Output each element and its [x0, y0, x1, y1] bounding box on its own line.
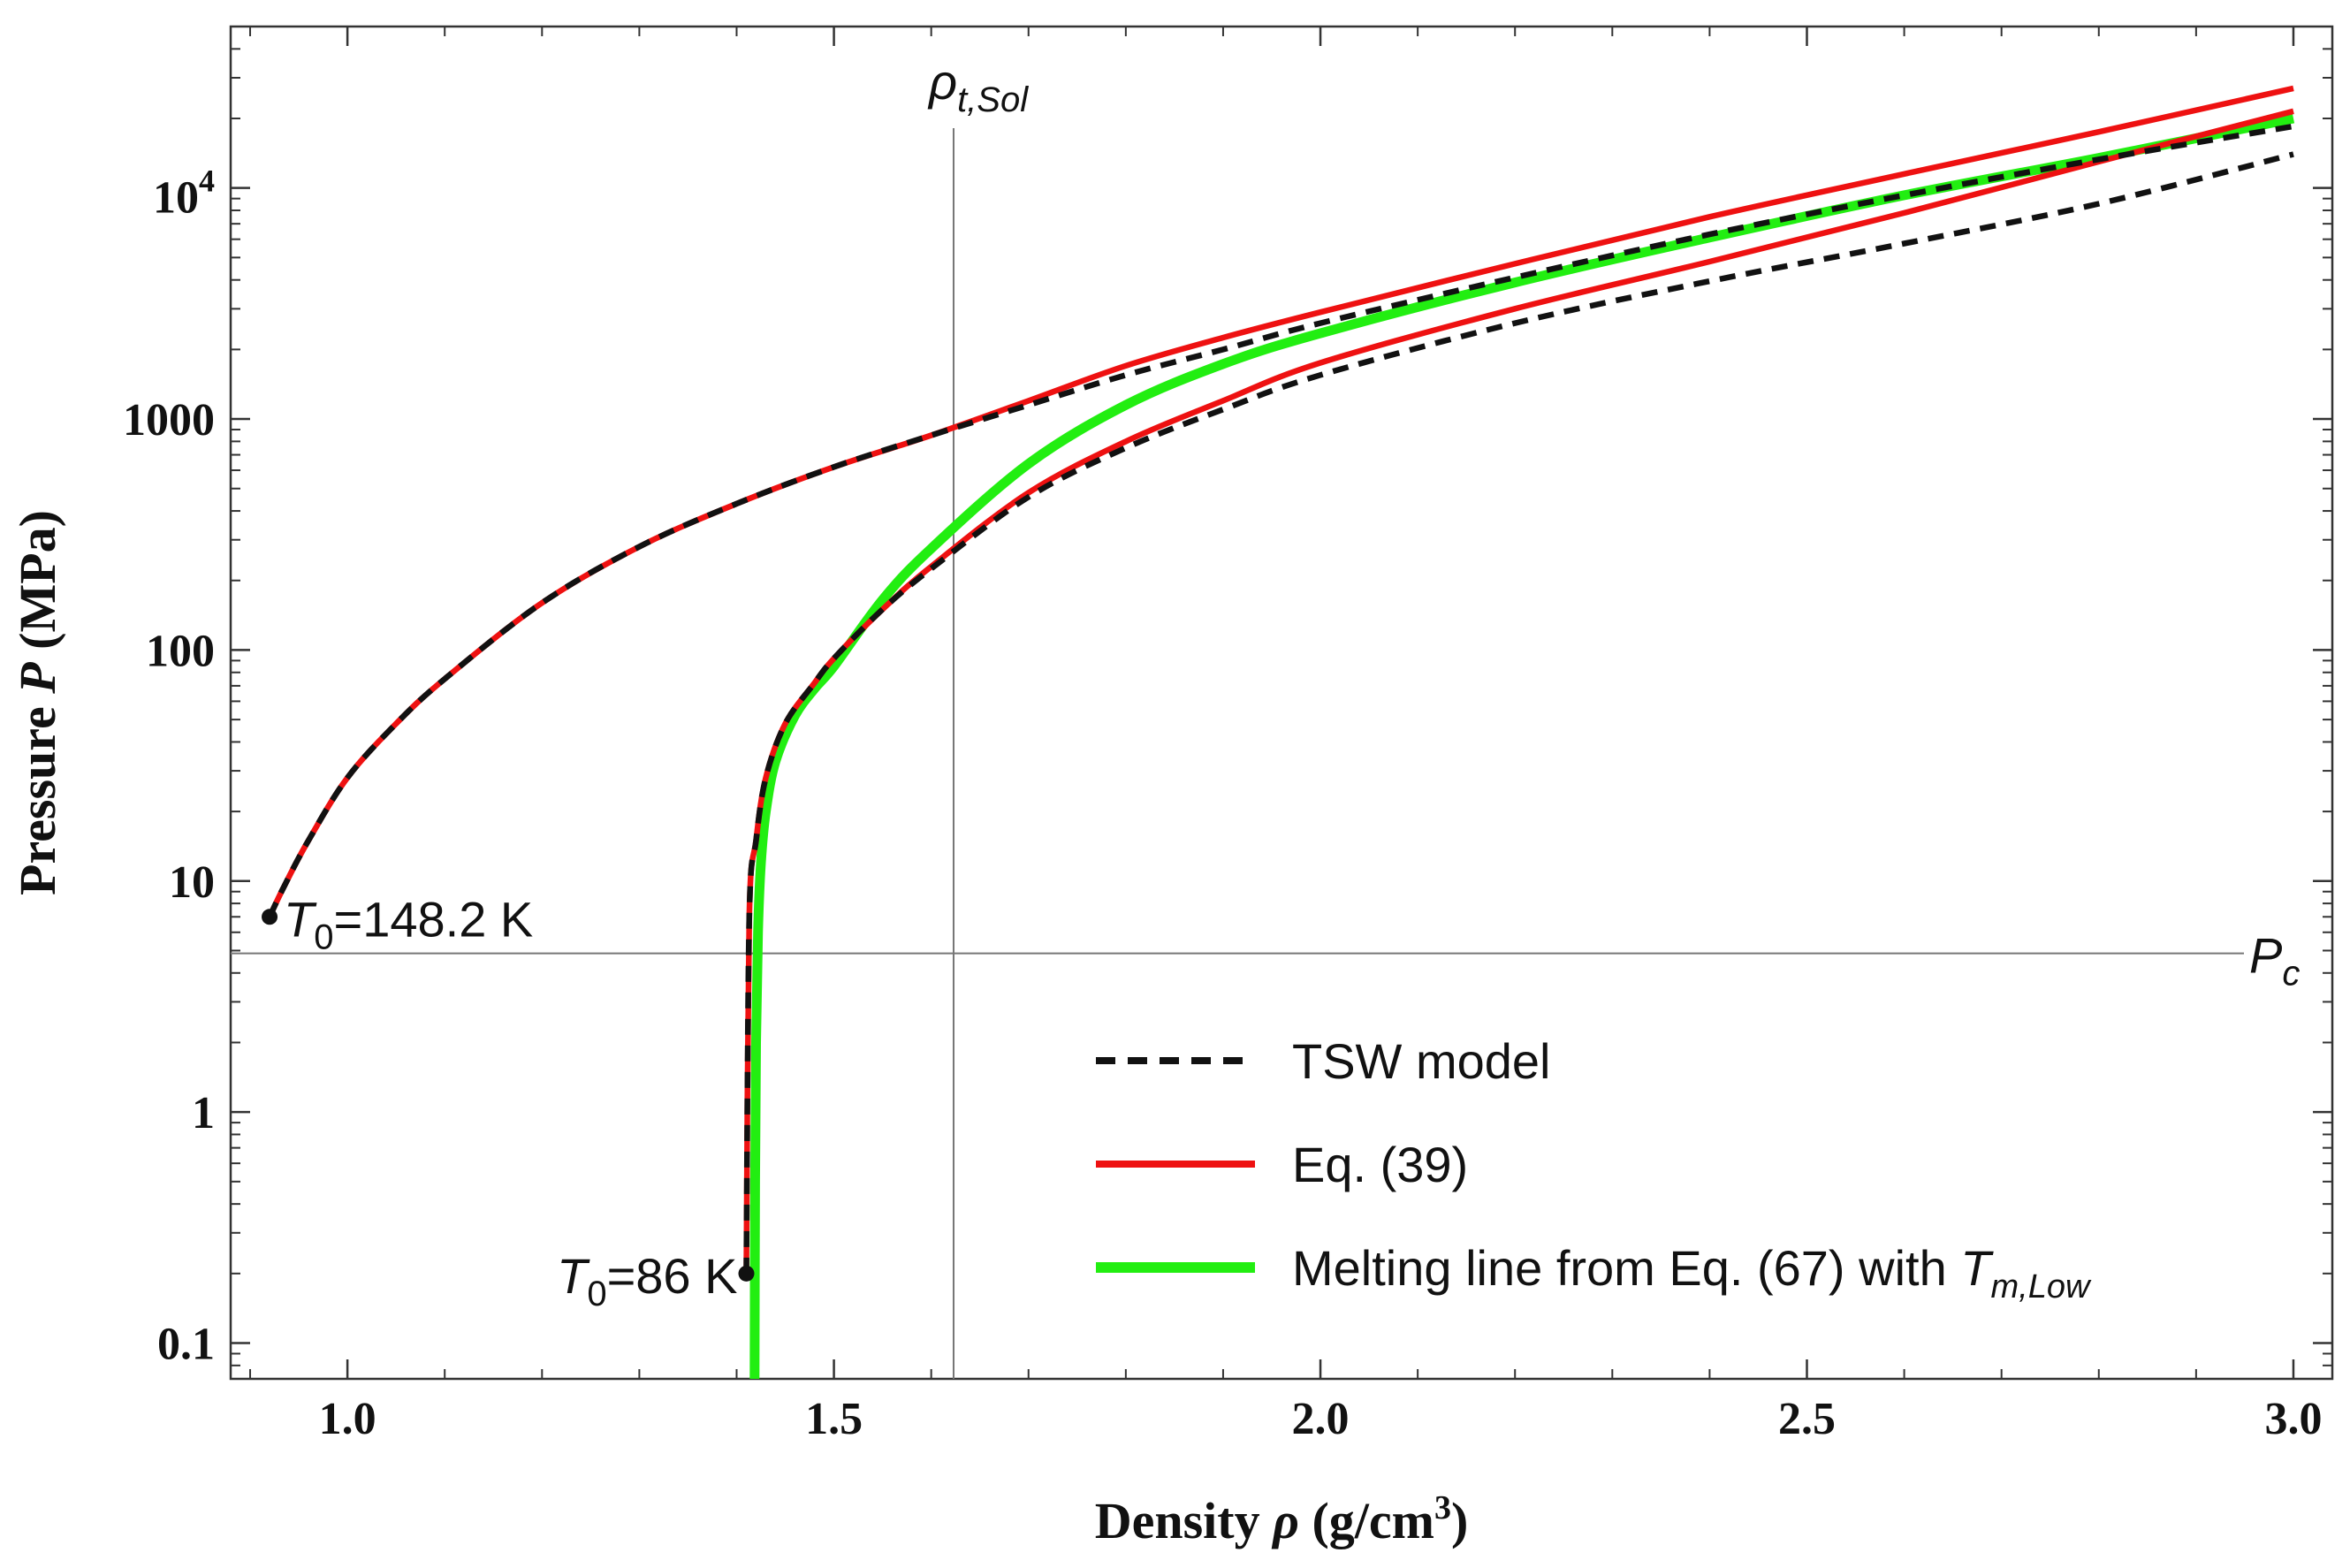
rho-t-sol-label: ρt,Sol — [927, 54, 1029, 119]
annotation-point-t0-148 — [262, 909, 278, 925]
axis-ticks: 1.0 1.5 2.0 2.5 3.0 0.1 1 10 100 1000 104 — [123, 26, 2332, 1444]
annotations: T0=148.2 K T0=86 K — [262, 891, 755, 1313]
series-1-segment-0 — [267, 85, 2294, 918]
pc-label: Pc — [2249, 928, 2300, 993]
reference-lines: ρt,Sol Pc — [231, 54, 2300, 1379]
y-tick-label-2: 10 — [169, 857, 215, 908]
y-tick-label-4: 1000 — [123, 395, 215, 445]
y-tick-label-1: 1 — [192, 1088, 215, 1138]
annotation-label-t0-86: T0=86 K — [557, 1248, 737, 1313]
x-axis-title: Density ρ (g/cm3) — [1095, 1489, 1469, 1549]
y-axis-title: Pressure P (MPa) — [9, 510, 66, 895]
legend: TSW model Eq. (39) Melting line from Eq.… — [1096, 1033, 2092, 1305]
x-tick-label-1: 1.5 — [805, 1394, 863, 1444]
series-2-segment-0 — [749, 113, 2295, 1379]
y-tick-label-3: 100 — [146, 626, 215, 676]
x-tick-label-3: 2.5 — [1778, 1394, 1836, 1444]
series-0-segment-1 — [743, 151, 2294, 1274]
series-0-segment-0 — [267, 123, 2294, 918]
legend-label-tsw: TSW model — [1292, 1033, 1551, 1089]
y-tick-label-0: 0.1 — [157, 1320, 215, 1370]
x-tick-label-4: 3.0 — [2264, 1394, 2322, 1444]
x-tick-label-0: 1.0 — [319, 1394, 376, 1444]
x-tick-label-2: 2.0 — [1292, 1394, 1350, 1444]
annotation-label-t0-148: T0=148.2 K — [284, 891, 533, 956]
y-tick-label-5: 104 — [153, 164, 215, 224]
plot-frame — [229, 25, 2334, 1381]
annotation-point-t0-86 — [738, 1265, 755, 1282]
legend-label-melting: Melting line from Eq. (67) with Tm,Low — [1292, 1240, 2092, 1305]
legend-label-eq39: Eq. (39) — [1292, 1137, 1468, 1192]
series-layer — [267, 85, 2295, 1379]
